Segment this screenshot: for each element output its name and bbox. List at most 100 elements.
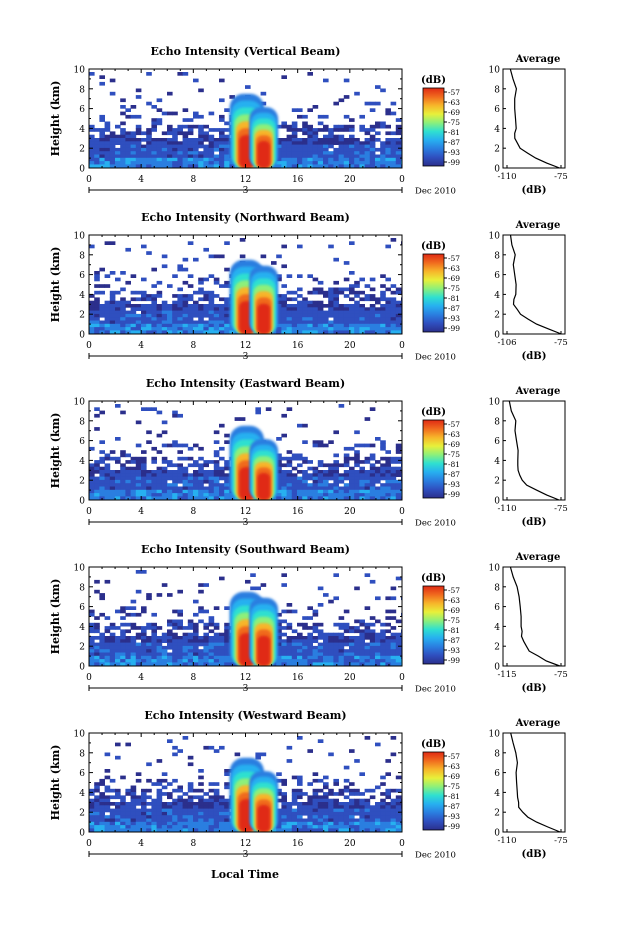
colorbar-tick-label: -69 [448,772,460,781]
x-tick-label: 0 [86,673,92,683]
colorbar [422,751,445,831]
day-label: 3 [243,850,249,860]
y-tick-label: 6 [79,105,85,115]
colorbar [422,419,445,499]
profile-x-label: (dB) [522,849,547,860]
x-tick-label: 4 [138,507,144,517]
profile-y-tick-label: 10 [489,66,501,76]
profile-x-tick-label: -75 [554,504,568,514]
colorbar-tick-label: -57 [448,586,460,595]
panel-1: Echo Intensity (Vertical Beam) 0 2 4 6 8 10 Hei… [49,45,568,197]
echo-field [89,404,402,500]
colorbar-tick-label: -81 [448,460,460,469]
date-label: Dec 2010 [415,519,456,529]
profile-y-tick-label: 2 [494,477,500,487]
y-tick-label: 10 [74,398,86,408]
profile-y-tick-label: 10 [489,398,501,408]
local-time-label: Local Time [211,868,279,881]
colorbar-unit: (dB) [421,241,446,252]
x-tick-label: 20 [344,175,356,185]
y-tick-label: 10 [74,232,86,242]
x-tick-label: 0 [399,673,405,683]
profile-y-tick-label: 6 [494,437,500,447]
y-tick-label: 10 [74,564,86,574]
profile-y-tick-label: 8 [494,749,500,759]
y-tick-label: 8 [79,749,85,759]
x-tick-label: 12 [240,673,251,683]
profile-line [509,566,561,667]
colorbar [422,253,445,333]
colorbar-tick-label: -93 [448,480,460,489]
x-tick-label: 8 [190,341,196,351]
y-tick-label: 2 [79,145,85,155]
profile-title: Average [515,386,561,397]
profile-x-label: (dB) [522,683,547,694]
profile-y-tick-label: 8 [494,583,500,593]
colorbar-tick-label: -87 [448,470,460,479]
panel-3: Echo Intensity (Eastward Beam) 0 2 4 6 8 10 Hei… [49,377,568,529]
profile-y-tick-label: 8 [494,251,500,261]
profile-x-tick-label: -106 [497,338,516,348]
day-label: 3 [243,186,249,196]
profile-y-tick-label: 6 [494,603,500,613]
colorbar-tick-label: -63 [448,596,460,605]
x-tick-label: 8 [190,507,196,517]
profile-x-tick-label: -110 [497,504,516,514]
y-tick-label: 8 [79,417,85,427]
colorbar-tick-label: -87 [448,304,460,313]
panel-title: Echo Intensity (Vertical Beam) [150,45,340,58]
y-tick-label: 0 [79,829,85,839]
x-tick-label: 20 [344,341,356,351]
colorbar-tick-label: -57 [448,752,460,761]
x-tick-label: 0 [86,507,92,517]
profile-line [510,732,561,833]
profile-x-tick-label: -75 [554,670,568,680]
y-tick-label: 6 [79,271,85,281]
colorbar [422,87,445,167]
colorbar-tick-label: -57 [448,254,460,263]
profile-y-tick-label: 2 [494,311,500,321]
panel-2: Echo Intensity (Northward Beam) 0 2 4 6 8 10 He… [49,211,568,363]
y-axis-label: Height (km) [49,413,62,489]
colorbar [422,585,445,665]
date-label: Dec 2010 [415,851,456,861]
colorbar-tick-label: -93 [448,812,460,821]
day-label: 3 [243,352,249,362]
date-label: Dec 2010 [415,187,456,197]
y-tick-label: 2 [79,311,85,321]
colorbar-tick-label: -81 [448,128,460,137]
y-tick-label: 6 [79,603,85,613]
x-tick-label: 4 [138,839,144,849]
profile-frame [502,68,566,169]
profile-line [509,68,560,169]
x-tick-label: 12 [240,175,251,185]
x-tick-label: 8 [190,175,196,185]
profile-x-label: (dB) [522,517,547,528]
x-tick-label: 16 [292,839,304,849]
colorbar-tick-label: -75 [448,118,460,127]
y-tick-label: 0 [79,165,85,175]
profile-y-tick-label: 4 [494,789,500,799]
profile-y-tick-label: 10 [489,564,501,574]
day-label: 3 [243,684,249,694]
x-tick-label: 0 [399,341,405,351]
profile-title: Average [515,552,561,563]
y-tick-label: 10 [74,730,86,740]
x-tick-label: 20 [344,507,356,517]
colorbar-tick-label: -75 [448,284,460,293]
profile-y-tick-label: 4 [494,623,500,633]
panel-title: Echo Intensity (Southward Beam) [141,543,350,556]
y-tick-label: 4 [79,125,85,135]
colorbar-tick-label: -99 [448,822,460,831]
colorbar-tick-label: -93 [448,314,460,323]
profile-line [509,234,562,335]
profile-frame [502,234,566,335]
y-tick-label: 0 [79,331,85,341]
profile-y-tick-label: 2 [494,145,500,155]
echo-field [89,736,402,832]
colorbar-unit: (dB) [421,407,446,418]
profile-y-tick-label: 2 [494,809,500,819]
profile-frame [502,566,566,667]
colorbar-tick-label: -87 [448,138,460,147]
profile-title: Average [515,718,561,729]
